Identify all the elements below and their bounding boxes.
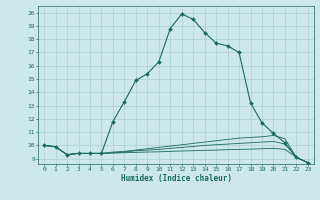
X-axis label: Humidex (Indice chaleur): Humidex (Indice chaleur) (121, 174, 231, 183)
